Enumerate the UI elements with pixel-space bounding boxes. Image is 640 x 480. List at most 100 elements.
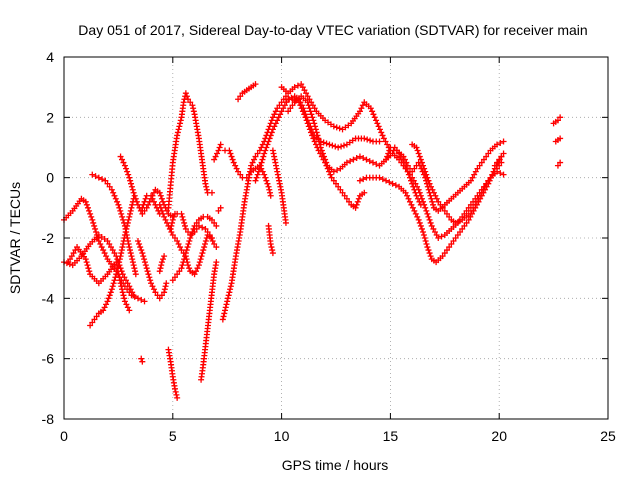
data-point (275, 114, 282, 121)
data-point (200, 247, 207, 254)
data-point (263, 144, 270, 151)
data-point (497, 139, 504, 146)
data-point (213, 222, 220, 229)
data-point (124, 168, 131, 175)
data-point (158, 195, 165, 202)
data-point (383, 156, 390, 163)
data-point (172, 388, 179, 395)
data-point (386, 147, 393, 154)
data-point (179, 262, 186, 269)
data-point (289, 96, 296, 103)
data-point (93, 228, 100, 235)
data-point (202, 225, 209, 232)
data-point (169, 231, 176, 238)
data-point (277, 111, 284, 118)
data-point (269, 114, 276, 121)
data-point (227, 286, 234, 293)
data-point (173, 391, 180, 398)
series-trace-3 (65, 244, 133, 314)
data-point (225, 292, 232, 299)
data-point (208, 216, 215, 223)
data-point (92, 173, 99, 180)
data-points (61, 81, 564, 401)
data-point (129, 259, 136, 266)
data-point (305, 123, 312, 130)
data-point (416, 198, 423, 205)
data-point (92, 225, 99, 232)
data-point (417, 222, 424, 229)
data-point (354, 198, 361, 205)
data-point (161, 286, 168, 293)
data-point (156, 295, 163, 302)
data-point (128, 253, 135, 260)
data-point (121, 298, 128, 305)
data-point (116, 259, 123, 266)
series-trace-7 (134, 238, 170, 302)
data-point (333, 124, 340, 131)
data-point (336, 125, 343, 132)
data-point (254, 171, 261, 178)
data-point (430, 201, 437, 208)
data-point (120, 219, 127, 226)
data-point (100, 307, 107, 314)
data-point (129, 256, 136, 263)
data-point (233, 165, 240, 172)
data-point (220, 313, 227, 320)
data-point (162, 283, 169, 290)
data-point (310, 135, 317, 142)
data-point (326, 168, 333, 175)
data-point (140, 201, 147, 208)
data-point (185, 241, 192, 248)
data-point (448, 241, 455, 248)
data-point (489, 171, 496, 178)
data-point (111, 277, 118, 284)
data-point (156, 189, 163, 196)
data-point (420, 228, 427, 235)
data-point (226, 147, 233, 154)
data-point (227, 150, 234, 157)
data-point (222, 304, 229, 311)
data-point (386, 179, 393, 186)
data-point (161, 289, 168, 296)
series-trace-35 (554, 159, 564, 169)
data-point (206, 231, 213, 238)
data-point (114, 198, 121, 205)
data-point (392, 182, 399, 189)
data-point (312, 123, 319, 130)
data-point (500, 150, 507, 157)
data-point (101, 250, 108, 257)
data-point (116, 204, 123, 211)
data-point (190, 108, 197, 115)
data-point (425, 177, 432, 184)
data-point (258, 159, 265, 166)
data-point (383, 177, 390, 184)
data-point (415, 216, 422, 223)
data-point (304, 99, 311, 106)
data-point (435, 198, 442, 205)
data-point (158, 292, 165, 299)
data-point (157, 204, 164, 211)
y-tick-label: -6 (42, 351, 55, 367)
data-point (186, 265, 193, 272)
data-point (320, 139, 327, 146)
data-point (301, 87, 308, 94)
data-point (425, 213, 432, 220)
data-point (459, 225, 466, 232)
data-point (229, 156, 236, 163)
data-point (182, 250, 189, 257)
data-point (139, 250, 146, 257)
data-point (127, 207, 134, 214)
data-point (278, 108, 285, 115)
data-point (193, 225, 200, 232)
data-point (101, 304, 108, 311)
data-point (108, 286, 115, 293)
data-point (89, 319, 96, 326)
data-point (150, 198, 157, 205)
data-point (443, 247, 450, 254)
data-point (224, 298, 231, 305)
data-point (123, 277, 130, 284)
data-point (418, 159, 425, 166)
data-point (126, 244, 133, 251)
data-point (427, 253, 434, 260)
